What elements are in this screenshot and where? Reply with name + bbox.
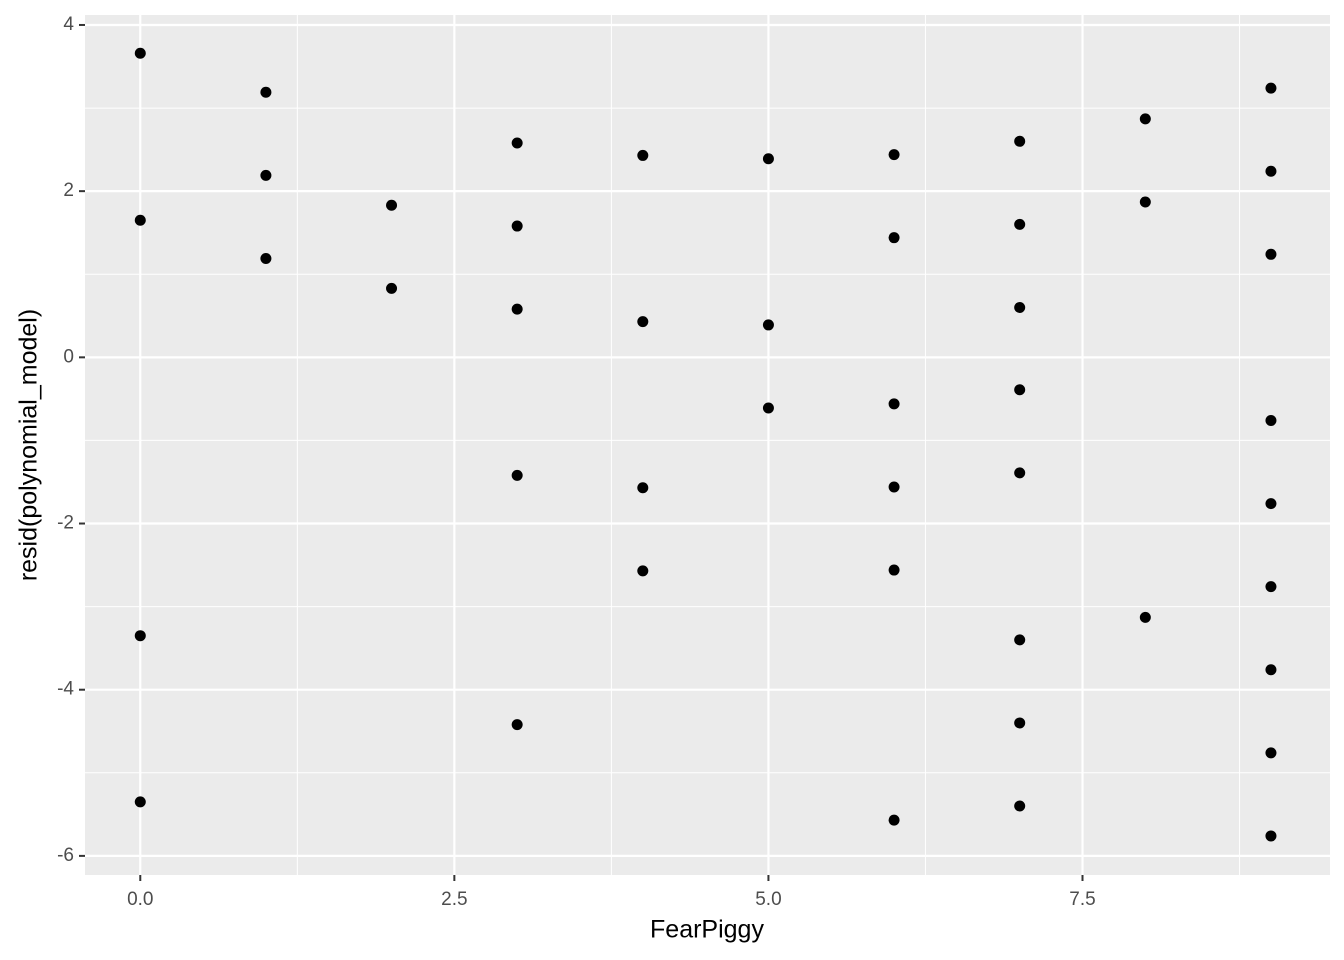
point — [888, 149, 900, 161]
point — [1139, 113, 1151, 125]
point — [1014, 467, 1026, 479]
y-tick-label: -2 — [57, 513, 74, 534]
point — [134, 796, 146, 808]
x-tick-label: 0.0 — [127, 889, 153, 910]
point — [888, 564, 900, 576]
point — [134, 47, 146, 59]
point — [511, 303, 523, 315]
x-tick-label: 5.0 — [755, 889, 781, 910]
y-tick-label: 0 — [63, 346, 74, 367]
point — [1265, 414, 1277, 426]
point — [637, 316, 649, 328]
y-tick-label: 2 — [63, 180, 74, 201]
point — [888, 232, 900, 244]
point — [260, 86, 272, 98]
point — [1265, 82, 1277, 94]
point — [386, 199, 398, 211]
point — [762, 319, 774, 331]
point — [1265, 165, 1277, 177]
point — [1265, 664, 1277, 676]
point — [1265, 581, 1277, 593]
x-axis-title: FearPiggy — [650, 916, 764, 944]
point — [1014, 218, 1026, 230]
point — [637, 565, 649, 577]
point — [1014, 384, 1026, 396]
plot-panel — [85, 15, 1330, 875]
point — [888, 814, 900, 826]
y-tick-label: 4 — [63, 14, 74, 35]
point — [888, 481, 900, 493]
y-tick-label: -6 — [57, 845, 74, 866]
point — [260, 169, 272, 181]
point — [888, 398, 900, 410]
point — [1014, 301, 1026, 313]
point — [511, 719, 523, 731]
y-tick-label: -4 — [57, 679, 74, 700]
point — [511, 469, 523, 481]
point — [1265, 830, 1277, 842]
point — [1265, 747, 1277, 759]
points — [134, 47, 1277, 842]
point — [1139, 611, 1151, 623]
point — [1139, 196, 1151, 208]
point — [1014, 800, 1026, 812]
x-tick-label: 2.5 — [441, 889, 467, 910]
point — [511, 220, 523, 232]
point — [386, 282, 398, 294]
point — [260, 252, 272, 264]
point — [762, 402, 774, 414]
point — [511, 137, 523, 149]
point — [134, 214, 146, 226]
point — [1014, 135, 1026, 147]
point — [637, 482, 649, 494]
point — [762, 153, 774, 165]
point — [1265, 248, 1277, 260]
x-tick-label: 7.5 — [1069, 889, 1095, 910]
y-axis-title: resid(polynomial_model) — [15, 309, 43, 581]
point — [1265, 498, 1277, 510]
point — [637, 149, 649, 161]
point — [1014, 717, 1026, 729]
point — [1014, 634, 1026, 646]
point — [134, 630, 146, 642]
